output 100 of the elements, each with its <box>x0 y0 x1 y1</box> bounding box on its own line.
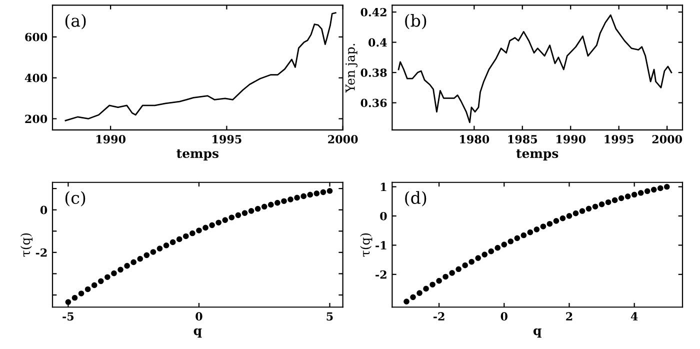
point <box>182 233 189 240</box>
point <box>650 186 657 193</box>
point <box>468 258 475 265</box>
point <box>156 246 163 252</box>
point <box>222 217 228 223</box>
line-series <box>398 14 672 124</box>
point <box>638 190 644 196</box>
point <box>534 226 540 232</box>
x-tick-label: 2000 <box>652 135 682 144</box>
x-tick-label: 2000 <box>328 135 358 144</box>
point <box>170 239 176 246</box>
point <box>84 286 91 292</box>
point <box>268 202 274 208</box>
point <box>520 232 527 238</box>
point <box>104 274 110 280</box>
annotation: (a) <box>65 14 86 30</box>
point <box>612 197 618 204</box>
point <box>566 213 572 219</box>
point <box>462 262 468 268</box>
y-axis-title: τ(q) <box>360 233 372 257</box>
point <box>235 212 242 218</box>
y-tick-label: 600 <box>25 32 48 42</box>
line-series <box>64 12 336 122</box>
point <box>514 235 520 242</box>
point <box>320 189 326 196</box>
point <box>416 290 422 296</box>
x-tick-label: -5 <box>62 312 74 321</box>
point <box>91 282 98 288</box>
y-tick-label: 0.38 <box>360 68 387 77</box>
y-tick-label: 200 <box>25 114 48 124</box>
point <box>130 259 136 266</box>
point <box>294 194 300 201</box>
point <box>248 208 254 214</box>
point <box>274 200 280 206</box>
point <box>592 204 598 210</box>
x-tick-label: 5 <box>326 312 333 321</box>
point <box>488 248 494 254</box>
y-tick-label: 0.42 <box>360 8 386 16</box>
point <box>586 206 592 212</box>
annotation: (b) <box>405 14 426 30</box>
point <box>216 220 222 226</box>
y-tick-label: 0.36 <box>360 98 387 108</box>
point <box>300 193 307 200</box>
point <box>209 222 215 228</box>
x-tick-label: 0 <box>196 312 202 321</box>
x-tick-label: 1980 <box>460 135 490 144</box>
point <box>404 298 410 304</box>
point <box>288 196 294 202</box>
y-tick-label: -2 <box>36 248 47 257</box>
point <box>494 244 501 251</box>
point <box>118 266 124 273</box>
point <box>281 198 287 204</box>
point <box>228 214 235 220</box>
point <box>598 201 605 208</box>
point <box>475 255 482 261</box>
x-tick-label: 2 <box>566 312 572 320</box>
point <box>436 278 442 284</box>
point <box>111 270 117 276</box>
x-axis-title: q <box>533 328 542 338</box>
point <box>501 242 508 248</box>
point <box>540 224 546 230</box>
point <box>98 278 104 284</box>
point <box>527 229 534 236</box>
point <box>314 190 320 196</box>
point <box>430 282 436 288</box>
point <box>163 242 170 248</box>
annotation: (d) <box>405 191 426 206</box>
point <box>644 188 650 194</box>
point <box>449 270 455 276</box>
x-tick-label: 1985 <box>508 135 538 144</box>
point <box>261 204 268 210</box>
point <box>560 215 566 222</box>
x-tick-label: 0 <box>500 312 508 321</box>
x-axis-title: q <box>194 328 202 338</box>
y-tick-label: -1 <box>376 241 386 250</box>
point <box>657 185 664 192</box>
point <box>202 224 208 231</box>
point <box>508 238 514 244</box>
y-tick-label: 400 <box>24 74 48 82</box>
point <box>254 206 261 212</box>
point <box>144 252 150 258</box>
y-tick-label: 0.4 <box>368 38 387 47</box>
point <box>72 294 78 301</box>
point <box>410 294 416 300</box>
point <box>618 195 624 202</box>
point <box>150 249 156 255</box>
point <box>482 252 488 258</box>
point <box>442 274 448 280</box>
point <box>137 256 144 262</box>
x-axis-title: temps <box>176 149 219 160</box>
y-tick-label: 0 <box>40 206 48 214</box>
point <box>456 266 462 272</box>
point <box>326 188 333 194</box>
x-tick-label: -2 <box>433 312 444 320</box>
point <box>65 299 72 305</box>
x-tick-label: 1995 <box>604 135 634 144</box>
point <box>190 230 196 236</box>
y-axis-title: τ(q) <box>20 233 33 257</box>
point <box>572 210 579 216</box>
point <box>423 286 429 292</box>
